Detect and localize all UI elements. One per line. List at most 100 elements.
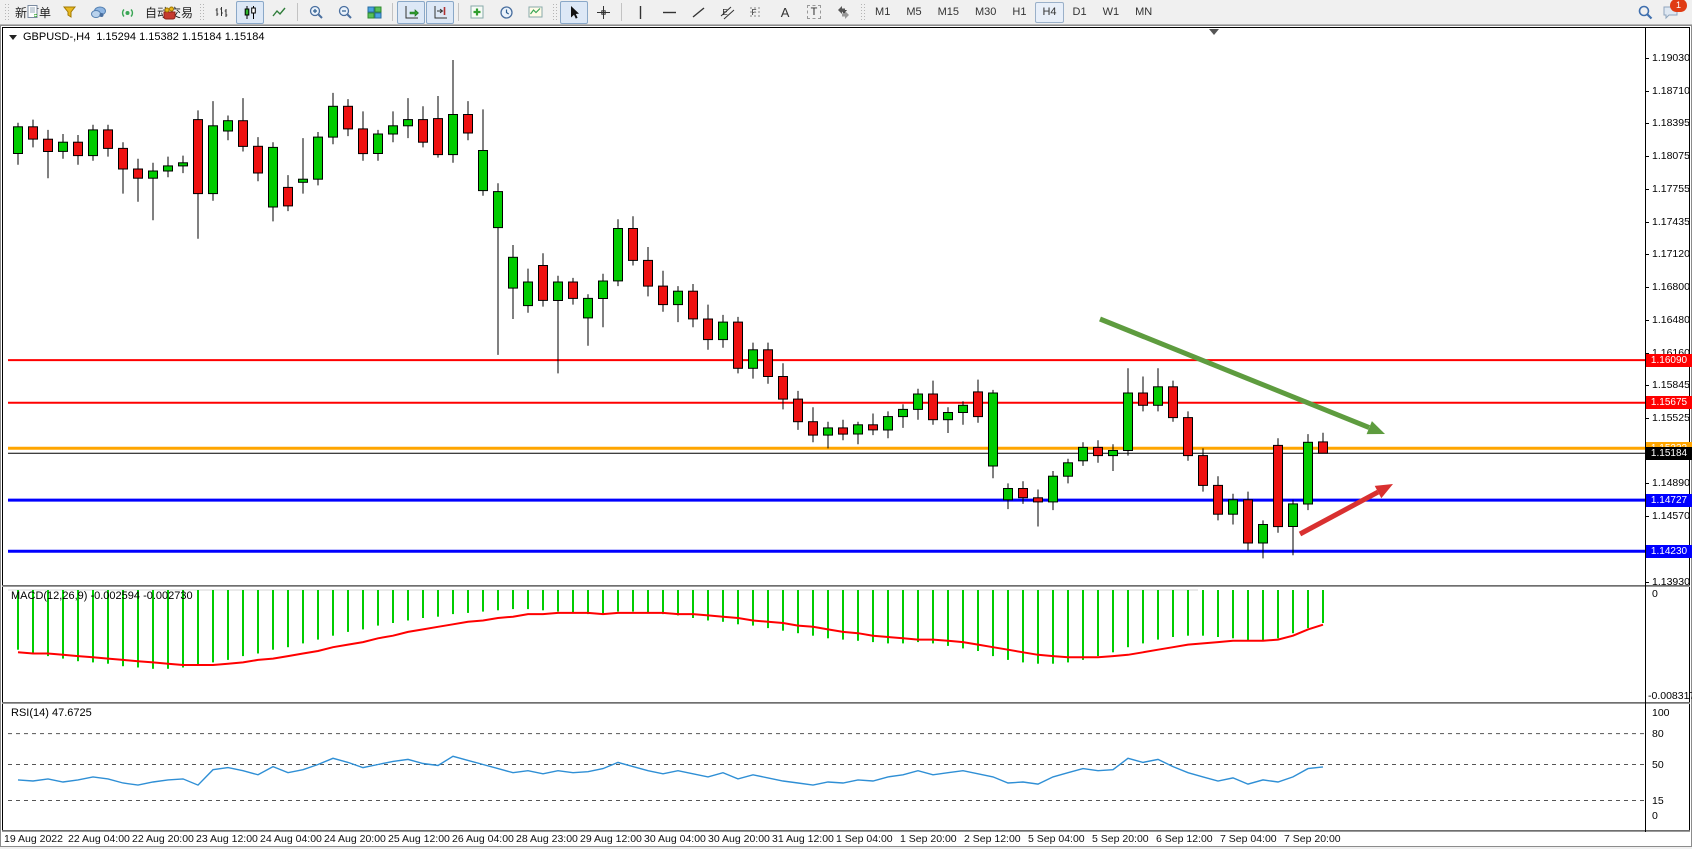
price-tick-mark	[1645, 189, 1649, 190]
time-axis-label: 7 Sep 04:00	[1220, 833, 1277, 845]
autotrading-icon	[163, 6, 176, 19]
time-axis-label: 6 Sep 12:00	[1156, 833, 1213, 845]
price-tick-label: 1.19030	[1652, 52, 1690, 64]
text-label-tool-button[interactable]: T	[800, 1, 828, 24]
timeframe-button-W1[interactable]: W1	[1102, 6, 1120, 18]
chart-dropdown-icon[interactable]	[9, 34, 17, 40]
rsi-axis-label: 15	[1652, 795, 1664, 807]
signals-button[interactable]	[113, 1, 141, 24]
price-tick-mark	[1645, 353, 1649, 354]
panel-separator[interactable]	[2, 702, 1690, 704]
zoom-out-button[interactable]	[331, 1, 359, 24]
autotrading-button[interactable]: 自动交易	[142, 1, 196, 24]
auto-scroll-button[interactable]	[397, 0, 426, 24]
tile-windows-button[interactable]	[360, 1, 388, 24]
panel-separator[interactable]	[2, 830, 1690, 832]
time-axis-label: 26 Aug 04:00	[452, 833, 514, 845]
price-tick-mark	[1645, 91, 1649, 92]
new-order-button[interactable]: 新订单	[12, 1, 54, 24]
time-axis-label: 31 Aug 12:00	[772, 833, 834, 845]
chart-shift-button[interactable]	[426, 0, 455, 24]
trendline-icon	[692, 6, 704, 18]
search-icon[interactable]	[1637, 4, 1654, 21]
signal-icon	[121, 8, 133, 17]
timeframe-button-M30[interactable]: M30	[975, 6, 997, 18]
time-axis-label: 22 Aug 20:00	[132, 833, 194, 845]
timeframe-button-M5[interactable]: M5	[906, 6, 922, 18]
chart-shift-icon	[434, 5, 447, 18]
chevron-down-icon	[841, 10, 848, 14]
time-axis-label: 5 Sep 20:00	[1092, 833, 1149, 845]
text-tool-icon: A	[780, 4, 790, 20]
time-axis-label: 19 Aug 2022	[4, 833, 63, 845]
price-tick-label: 1.18075	[1652, 150, 1690, 162]
indicators-button[interactable]	[463, 1, 491, 24]
new-order-icon	[27, 4, 37, 18]
text-tool-button[interactable]: A	[771, 1, 799, 24]
hline-price-label: 1.15184	[1646, 447, 1692, 460]
timeframe-button-D1[interactable]: D1	[1072, 6, 1087, 18]
templates-button[interactable]	[521, 1, 549, 24]
panel-separator[interactable]	[2, 585, 1690, 587]
time-axis-label: 24 Aug 20:00	[324, 833, 386, 845]
toolbar-right-group: 1	[1637, 0, 1690, 21]
hline-price-label: 1.14230	[1646, 545, 1692, 558]
channel-icon	[720, 6, 734, 19]
price-tick-mark	[1645, 582, 1649, 583]
chart-shift-marker[interactable]	[1209, 29, 1219, 35]
horizontal-line-icon	[662, 11, 676, 13]
channel-tool-button[interactable]: E	[713, 1, 741, 24]
time-axis-label: 2 Sep 12:00	[964, 833, 1021, 845]
zoom-out-icon	[338, 5, 352, 19]
cloud-user-icon	[90, 6, 106, 18]
notifications-button[interactable]: 1	[1662, 0, 1687, 21]
toolbar-drag-handle[interactable]	[860, 3, 866, 21]
text-label-icon: T	[806, 5, 822, 19]
crosshair-icon	[596, 5, 610, 19]
candlestick-chart-button[interactable]	[236, 0, 265, 24]
horizontal-line-tool-button[interactable]	[655, 1, 683, 24]
macd-axis-min: -0.008317	[1648, 690, 1692, 702]
rsi-indicator-label: RSI(14) 47.6725	[11, 707, 92, 719]
timeframe-button-M15[interactable]: M15	[937, 6, 959, 18]
chart-ohlc-values: 1.15294 1.15382 1.15184 1.15184	[96, 31, 265, 43]
periods-button[interactable]	[492, 1, 520, 24]
price-tick-label: 1.16800	[1652, 281, 1690, 293]
cursor-tool-button[interactable]	[560, 0, 589, 24]
fibonacci-tool-button[interactable]: F	[742, 1, 770, 24]
timeframe-button-MN[interactable]: MN	[1135, 6, 1153, 18]
timeframe-button-M1[interactable]: M1	[875, 6, 891, 18]
price-tick-label: 1.13930	[1652, 576, 1690, 588]
bar-chart-button[interactable]	[207, 1, 235, 24]
toolbar-drag-handle[interactable]	[199, 3, 205, 21]
data-window-button[interactable]	[84, 1, 112, 24]
toolbar-drag-handle[interactable]	[552, 3, 558, 21]
macd-axis-max: 0	[1652, 588, 1658, 600]
time-axis-label: 1 Sep 20:00	[900, 833, 957, 845]
market-watch-button[interactable]	[55, 1, 83, 24]
toolbar-drag-handle[interactable]	[4, 3, 9, 21]
time-axis-label: 25 Aug 12:00	[388, 833, 450, 845]
price-tick-label: 1.17755	[1652, 183, 1690, 195]
line-chart-button[interactable]	[265, 1, 293, 24]
main-toolbar: 新订单 自动交易	[0, 0, 1692, 25]
price-chart-canvas[interactable]	[8, 29, 1645, 585]
timeframe-button-H4[interactable]: H4	[1035, 1, 1064, 23]
arrows-tool-button[interactable]	[829, 1, 857, 24]
vertical-line-tool-button[interactable]	[626, 1, 654, 24]
timeframe-button-H1[interactable]: H1	[1012, 6, 1027, 18]
crosshair-tool-button[interactable]	[589, 1, 617, 24]
time-axis-label: 1 Sep 04:00	[836, 833, 893, 845]
bar-chart-icon	[215, 6, 227, 17]
timeframe-toolbar: M1 M5 M15 M30 H1 H4 D1 W1 MN	[868, 1, 1159, 23]
hline-price-label: 1.16090	[1646, 354, 1692, 367]
trendline-tool-button[interactable]	[684, 1, 712, 24]
zoom-in-button[interactable]	[302, 1, 330, 24]
macd-panel-canvas[interactable]	[8, 588, 1645, 702]
time-axis[interactable]: 19 Aug 2022 22 Aug 04:00 22 Aug 20:00 23 Au…	[2, 832, 1690, 846]
time-axis-label: 7 Sep 20:00	[1284, 833, 1341, 845]
rsi-panel-canvas[interactable]	[8, 705, 1645, 830]
macd-indicator-label: MACD(12,26,9) -0.002594 -0.002730	[11, 590, 193, 602]
chart-title: GBPUSD-,H4 1.15294 1.15382 1.15184 1.151…	[9, 31, 264, 43]
